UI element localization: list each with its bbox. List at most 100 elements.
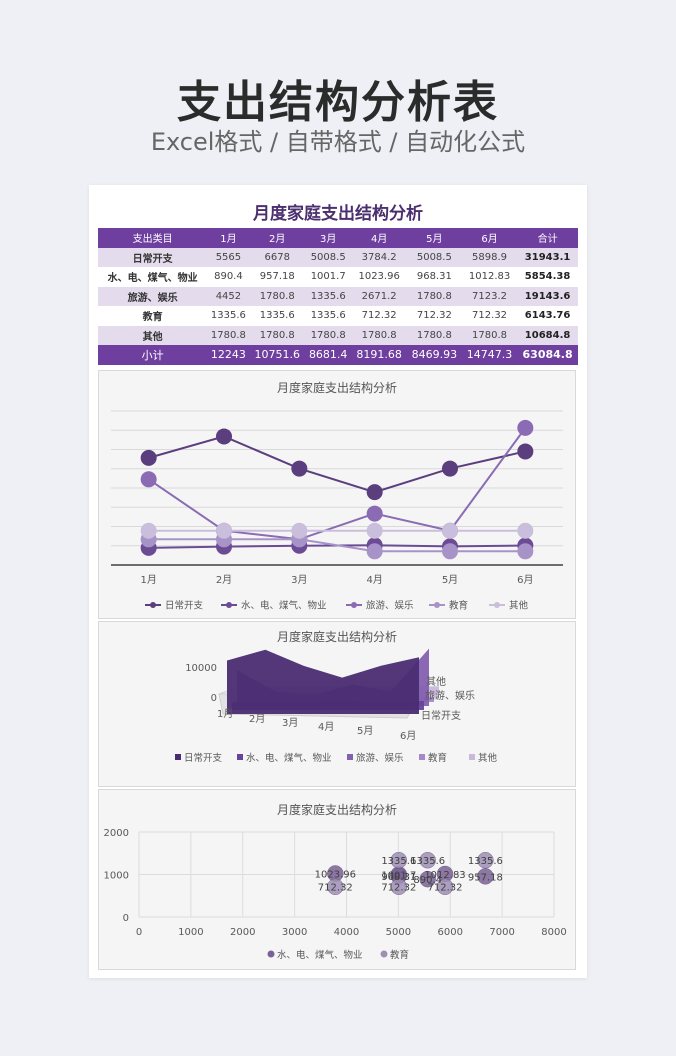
category-cell: 水、电、煤气、物业 [98,267,208,287]
expense-table: 支出类目 1月 2月 3月 4月 5月 6月 合计 日常开支 5565 6678… [98,228,578,365]
value-cell: 4452 [207,286,250,306]
value-cell: 968.31 [406,267,462,287]
header-cell: 合计 [517,228,578,248]
category-cell: 教育 [98,306,208,326]
subtotal-cell: 8681.4 [304,345,352,365]
data-point [366,543,383,560]
value-cell: 1335.6 [207,306,250,326]
data-point [442,522,458,539]
header-cell: 6月 [461,228,518,248]
y-tick-label: 10000 [185,663,217,674]
legend-label: 教育 [449,600,468,612]
x-tick-label: 1000 [178,927,203,938]
total-cell: 31943.1 [517,247,578,267]
bubble-label: 1335.6 [381,856,416,867]
value-cell: 1335.6 [304,306,352,326]
line-chart-panel: 月度家庭支出结构分析 1月 2月 3月 4月 5月 6月 日常开支 水、电、煤气、物业 旅游、娱乐… [98,370,576,619]
legend-marker [434,602,440,608]
x-tick-label: 7000 [489,927,514,938]
legend-marker [380,950,388,958]
y-tick-label: 0 [123,913,129,924]
value-cell: 957.18 [249,267,305,287]
bubble-label: 712.32 [318,883,353,894]
value-cell: 1780.8 [351,325,407,345]
subtotal-label: 小计 [98,345,208,365]
value-cell: 1012.83 [461,267,518,287]
bubble [477,851,494,869]
data-point [216,428,232,445]
legend-label: 水、电、煤气、物业 [241,600,327,612]
value-cell: 1780.8 [304,325,352,345]
x-tick-label: 2月 [216,574,232,586]
data-point [517,522,534,539]
data-point [366,505,383,522]
series-line [148,427,527,541]
value-cell: 6678 [249,247,305,267]
depth-axis-label: 其他 [426,675,446,688]
bubble-label: 890.4 [413,875,442,886]
total-cell: 5854.38 [517,267,578,287]
spreadsheet-card: 月度家庭支出结构分析 支出类目 1月 2月 3月 4月 5月 6月 合计 日常开… [89,185,587,978]
hero-subtitle: Excel格式 / 自带格式 / 自动化公式 [150,128,526,156]
grand-total-cell: 63084.8 [517,345,578,365]
data-point [442,543,458,560]
legend-marker [150,602,156,608]
table-row: 其他 1780.8 1780.8 1780.8 1780.8 1780.8 17… [98,325,578,345]
value-cell: 7123.2 [461,286,518,306]
data-point [140,522,157,539]
value-cell: 1023.96 [351,267,407,287]
subtotal-row: 小计 12243 10751.6 8681.4 8191.68 8469.93 … [98,345,578,365]
legend-label: 教育 [390,949,409,961]
x-tick-label: 3000 [282,927,307,938]
data-point [442,460,458,477]
value-cell: 2671.2 [351,286,407,306]
value-cell: 3784.2 [351,247,407,267]
subtotal-cell: 8191.68 [351,345,407,365]
subtotal-cell: 8469.93 [406,345,462,365]
bubble-label: 1001.7 [381,870,416,881]
legend-label: 其他 [509,600,529,612]
x-tick-label: 2月 [249,713,265,725]
x-tick-label: 5000 [386,927,411,938]
subtotal-cell: 10751.6 [249,345,305,365]
chart-title: 月度家庭支出结构分析 [277,380,397,395]
series-line [148,538,526,553]
value-cell: 5008.5 [304,247,352,267]
value-cell: 1780.8 [406,286,462,306]
table-header-row: 支出类目 1月 2月 3月 4月 5月 6月 合计 [98,228,578,248]
data-point [517,443,534,460]
bubble-label: 712.32 [428,883,463,894]
category-cell: 日常开支 [98,247,208,267]
table-row: 教育 1335.6 1335.6 1335.6 712.32 712.32 71… [98,306,578,326]
x-tick-label: 1月 [140,574,156,586]
value-cell: 1780.8 [249,325,305,345]
x-tick-label: 4000 [334,927,359,938]
value-cell: 712.32 [406,306,462,326]
value-cell: 712.32 [351,306,407,326]
legend-marker [494,602,500,608]
category-cell: 其他 [98,325,208,345]
legend-swatch [175,754,181,760]
value-cell: 1335.6 [304,286,352,306]
bubble-label: 957.18 [468,872,503,883]
x-tick-label: 3月 [282,717,298,729]
depth-axis-label: 日常开支 [421,709,461,722]
legend-swatch [347,754,353,760]
y-tick-label: 1000 [104,871,129,882]
total-cell: 10684.8 [517,325,578,345]
legend-label: 日常开支 [184,752,223,764]
x-tick-label: 5月 [442,574,458,586]
bubble-chart: 月度家庭支出结构分析 0 1000 2000 3000 4000 5000 6000 7000 8… [104,802,567,961]
x-tick-label: 8000 [541,927,566,938]
legend-label: 水、电、煤气、物业 [246,752,332,764]
bubble [419,851,436,869]
value-cell: 1780.8 [406,325,462,345]
x-tick-label: 6000 [438,927,463,938]
x-tick-label: 5月 [357,725,373,737]
legend-swatch [419,754,425,760]
x-tick-label: 6月 [400,730,416,742]
bubble-label: 712.32 [381,883,416,894]
bubble [390,878,408,895]
